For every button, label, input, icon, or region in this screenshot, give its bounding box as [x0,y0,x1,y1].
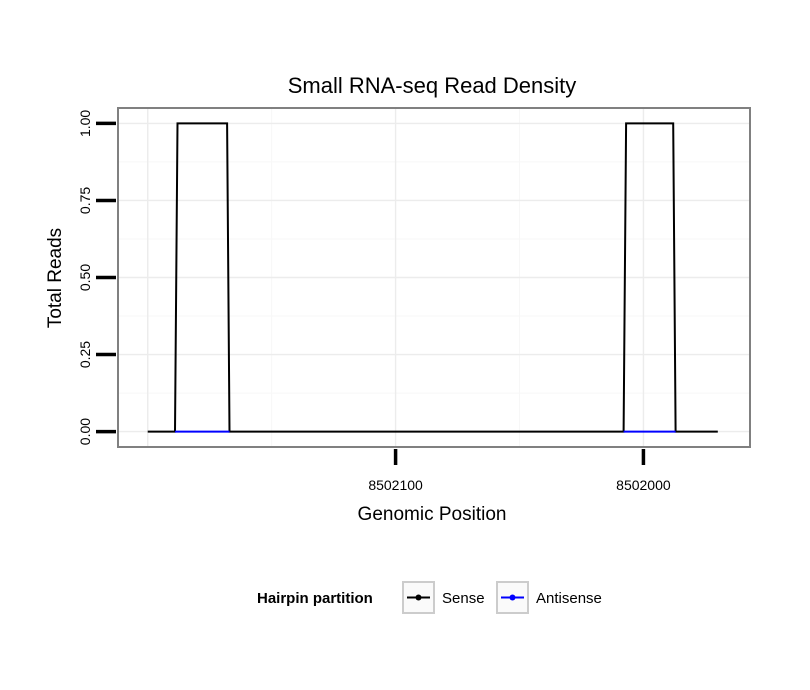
legend-key-point-sense [415,594,422,601]
legend-label-sense: Sense [442,590,485,607]
major-gridlines [118,108,750,447]
y-axis: 0.00 0.25 0.50 0.75 1.00 [77,110,116,445]
legend-title: Hairpin partition [257,590,373,607]
legend-entry-antisense: Antisense [496,581,602,614]
plot-panel [117,107,751,448]
legend-label-antisense: Antisense [536,590,602,607]
series-layer [147,122,718,433]
y-tick-label-2: 0.50 [77,264,93,291]
chart-title: Small RNA-seq Read Density [288,73,577,98]
legend-key-point-antisense [509,594,516,601]
x-axis: 8502100 8502000 [368,449,671,493]
y-axis-title: Total Reads [45,228,66,328]
x-tick-label-0: 8502100 [368,477,423,493]
legend: Hairpin partition Sense Antisense [257,581,602,614]
y-tick-label-4: 1.00 [77,110,93,137]
x-tick-label-1: 8502000 [616,477,671,493]
y-tick-label-3: 0.75 [77,187,93,214]
legend-entry-sense: Sense [402,581,485,614]
series-line-sense [147,122,718,433]
x-axis-title: Genomic Position [358,504,507,525]
y-tick-label-1: 0.25 [77,341,93,368]
y-tick-label-0: 0.00 [77,418,93,445]
